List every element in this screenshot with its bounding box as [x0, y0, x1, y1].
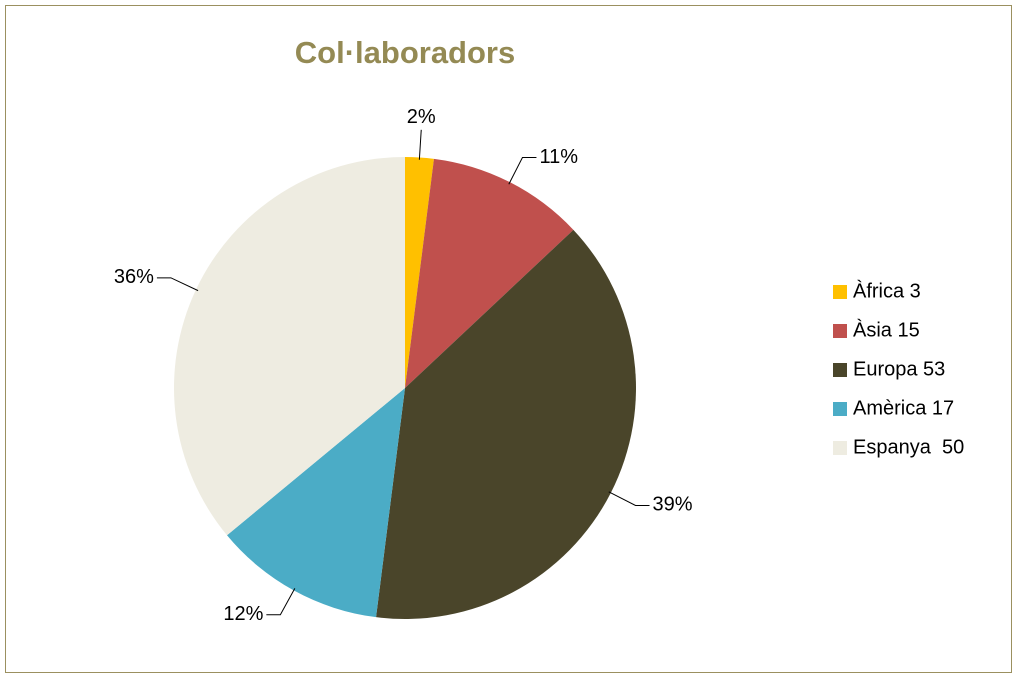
leader-line	[156, 277, 199, 292]
data-label: 39%	[653, 494, 693, 516]
pie-slice	[405, 157, 434, 388]
legend-swatch	[833, 363, 847, 377]
pie-slice	[376, 229, 636, 619]
legend-label: Amèrica 17	[853, 397, 954, 419]
legend-swatch	[833, 441, 847, 455]
data-label: 36%	[114, 266, 154, 288]
data-label: 11%	[539, 146, 578, 168]
data-label: 2%	[407, 106, 436, 128]
data-label: 12%	[223, 603, 263, 625]
leader-line	[508, 156, 537, 185]
leader-line	[608, 491, 650, 506]
pie-slice	[174, 157, 405, 536]
legend-label: Àfrica 3	[853, 279, 921, 302]
legend-swatch	[833, 402, 847, 416]
leader-line	[418, 129, 422, 160]
leader-line	[266, 588, 296, 616]
legend-label: Europa 53	[853, 358, 945, 380]
pie-slice	[405, 158, 574, 388]
legend-swatch	[833, 324, 847, 338]
legend-label: Àsia 15	[853, 318, 920, 341]
legend-swatch	[833, 285, 847, 299]
chart-title: Col·laboradors	[295, 35, 515, 70]
legend-label: Espanya 50	[853, 436, 964, 458]
pie-slice	[227, 388, 405, 618]
